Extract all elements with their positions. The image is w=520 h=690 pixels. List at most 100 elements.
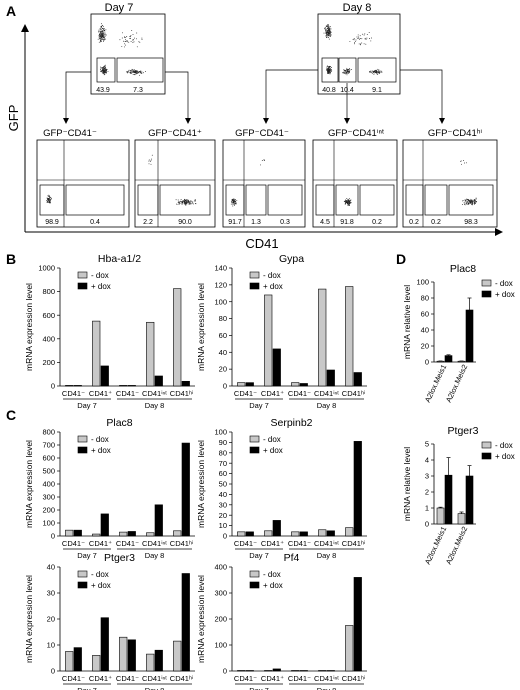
cell-dot: [135, 70, 137, 72]
cell-dot: [177, 202, 179, 203]
cell-dot: [355, 39, 357, 41]
gating-arrows: [65, 69, 443, 120]
cell-dot: [105, 38, 107, 40]
bar: [353, 372, 362, 387]
cell-dot: [360, 43, 361, 45]
cell-dot: [345, 199, 347, 201]
cell-dot: [130, 69, 132, 71]
cell-dot: [135, 72, 137, 74]
cell-dot: [464, 204, 466, 206]
cell-dot: [136, 46, 138, 48]
cell-dot: [99, 33, 101, 35]
y-axis-label: mRNA expression level: [24, 440, 34, 528]
cell-dot: [350, 202, 352, 204]
cell-dot: [100, 70, 102, 72]
cell-dot: [133, 68, 135, 70]
day-label: Day 7: [249, 686, 269, 690]
bar: [291, 531, 300, 537]
cell-dot: [127, 71, 129, 73]
cell-dot: [475, 198, 477, 200]
cell-dot: [324, 27, 325, 29]
day7-title: Day 7: [105, 2, 134, 14]
cell-dot: [143, 72, 144, 74]
cell-dot: [460, 160, 462, 162]
cell-dot: [182, 201, 184, 203]
chart-title: Plac8: [106, 417, 132, 429]
cell-dot: [186, 202, 188, 204]
cell-dot: [328, 73, 330, 75]
day7-gate-neg: [96, 57, 116, 83]
cell-dot: [181, 201, 183, 202]
cell-dot: [136, 71, 138, 73]
y-tick-label: 70: [219, 459, 227, 468]
bar: [272, 520, 281, 537]
y-tick-label: 400: [42, 334, 55, 343]
cell-dot: [474, 201, 476, 203]
cell-dot: [345, 200, 347, 202]
cell-dot: [105, 34, 107, 36]
chart-title: Serpinb2: [270, 417, 312, 429]
y-tick-label: 5: [425, 440, 429, 449]
cell-dot: [101, 23, 102, 25]
cell-dot: [103, 33, 105, 35]
cell-dot: [326, 27, 328, 29]
bar: [237, 670, 246, 672]
cell-dot: [101, 71, 103, 72]
cell-dot: [102, 40, 104, 42]
subplot-3-frame: [222, 139, 306, 228]
cell-dot: [346, 68, 348, 70]
day8-gate-hi: [357, 57, 397, 83]
x-tick-label: CD41ʰⁱ: [342, 389, 365, 398]
y-axis-label: mRNA expression level: [196, 575, 206, 663]
y-tick-label: 100: [214, 641, 227, 650]
bar: [173, 530, 182, 537]
cell-dot: [122, 32, 123, 34]
cell-dot: [102, 32, 104, 34]
subplot-1-value-1: 98.9: [45, 219, 59, 226]
cell-dot: [235, 200, 237, 202]
bar: [444, 474, 453, 525]
cell-dot: [103, 30, 105, 31]
cell-dot: [104, 31, 106, 33]
bar: [245, 382, 254, 387]
cell-dot: [133, 41, 135, 43]
subplot-2-title: GFP⁻CD41⁺: [148, 128, 202, 139]
cell-dot: [349, 198, 351, 200]
cell-dot: [102, 30, 104, 32]
day-label: Day 7: [77, 551, 97, 560]
cell-dot: [327, 70, 329, 71]
cell-dot: [139, 41, 141, 43]
bar: [73, 647, 82, 672]
cell-dot: [363, 43, 365, 45]
cell-dot: [233, 199, 235, 201]
cell-dot: [234, 203, 236, 205]
cell-dot: [234, 199, 236, 201]
cell-dot: [191, 203, 193, 205]
cell-dot: [151, 154, 153, 156]
cell-dot: [125, 40, 127, 42]
cell-dot: [179, 201, 181, 203]
cell-dot: [230, 203, 232, 205]
chart-plac8: Plac8 mRNA relative level 0 20 40 60 80 100 A2lo…: [402, 263, 515, 404]
cell-dot: [178, 202, 180, 204]
day8-plot-frame: [317, 13, 401, 95]
cell-dot: [103, 35, 105, 37]
y-tick-label: 80: [219, 448, 227, 457]
y-axis-label: mRNA expression level: [24, 575, 34, 663]
cell-dot: [330, 67, 332, 68]
cell-dot: [326, 29, 328, 31]
cell-dot: [232, 203, 234, 204]
cell-dot: [100, 36, 102, 38]
bar: [436, 360, 445, 363]
cell-dot: [99, 34, 101, 36]
cell-dot: [47, 195, 49, 197]
cell-dot: [354, 43, 356, 45]
cell-dot: [100, 34, 102, 36]
bar: [65, 651, 74, 672]
y-tick-label: 100: [214, 297, 227, 306]
cell-dot: [348, 71, 349, 73]
day-label: Day 8: [145, 686, 165, 690]
cell-dot: [474, 203, 476, 204]
cell-dot: [345, 71, 347, 73]
bar: [291, 382, 300, 387]
